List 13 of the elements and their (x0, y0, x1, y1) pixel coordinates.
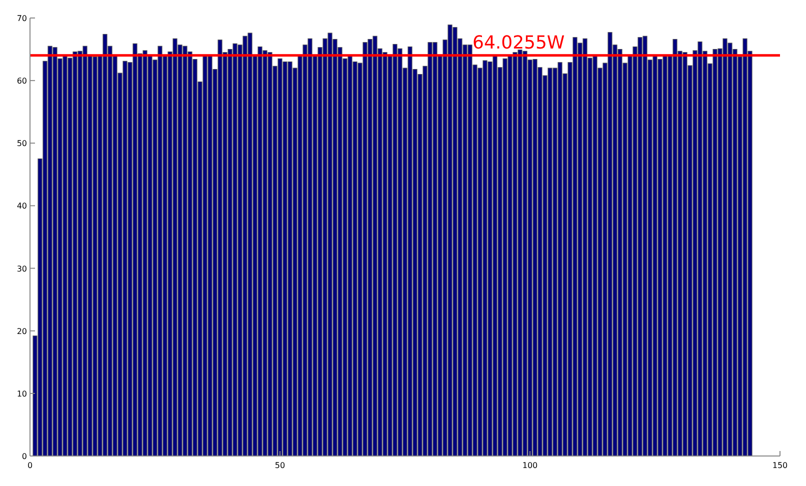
x-tick-label: 150 (772, 461, 788, 470)
x-tick-label: 100 (522, 461, 538, 470)
x-tick-label: 50 (274, 461, 286, 470)
y-tick-label: 0 (22, 452, 27, 461)
y-tick-label: 20 (16, 326, 27, 336)
x-tick-label: 0 (27, 461, 33, 470)
y-tick-label: 50 (16, 139, 27, 148)
ref-line-label: 64.0255W (472, 32, 565, 54)
y-tick-label: 30 (16, 264, 27, 274)
y-tick-label: 70 (16, 14, 27, 23)
y-tick-label: 10 (16, 389, 27, 398)
y-tick-label: 60 (16, 76, 27, 86)
y-tick-label: 40 (16, 202, 27, 211)
